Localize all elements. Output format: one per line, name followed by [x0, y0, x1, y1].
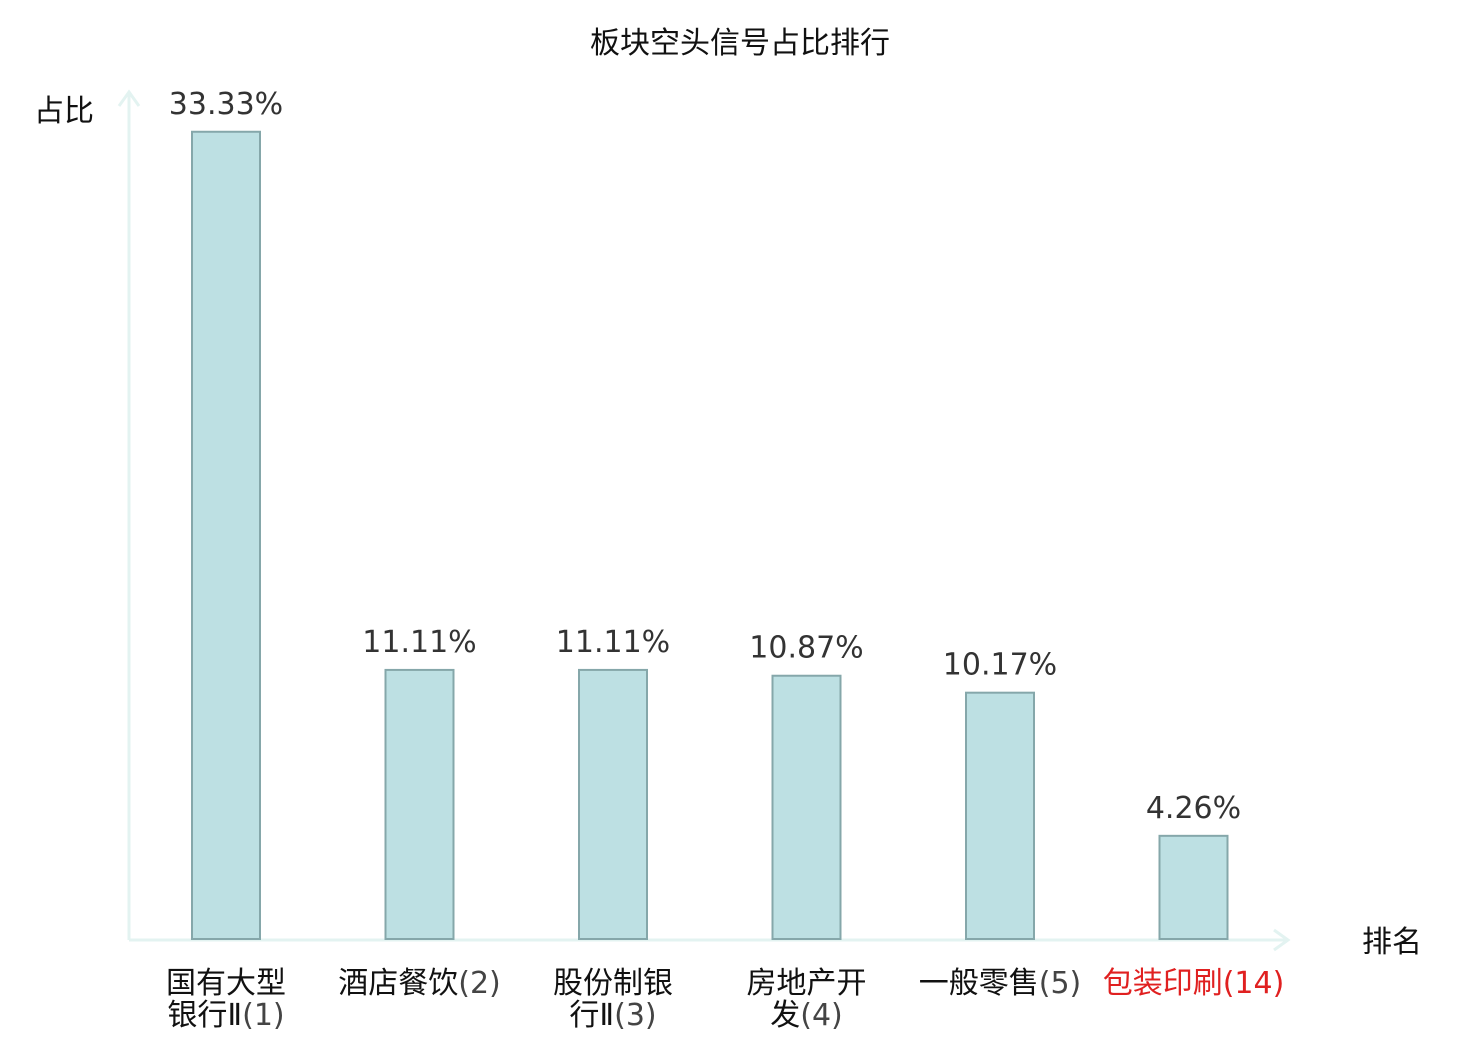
category-label: 发(4) [770, 998, 843, 1033]
category-name: 银行Ⅱ [167, 998, 242, 1033]
category-name: 股份制银 [553, 966, 673, 1001]
y-axis-arrow [117, 89, 141, 107]
bar [578, 668, 648, 941]
category-rank: (3) [614, 998, 657, 1033]
category-rank: (5) [1039, 966, 1082, 1001]
x-axis-label: 排名 [1362, 925, 1422, 960]
category-label: 房地产开 [747, 966, 867, 1001]
category-name: 发 [770, 998, 800, 1033]
bar-group [191, 130, 1229, 941]
bar [1158, 834, 1229, 940]
category-name: 房地产开 [747, 966, 867, 1001]
category-name: 国有大型 [166, 966, 286, 1001]
category-rank: (4) [800, 998, 843, 1033]
category-label: 包装印刷(14) [1103, 966, 1285, 1001]
category-label: 银行Ⅱ(1) [167, 998, 284, 1033]
category-label: 酒店餐饮(2) [338, 966, 501, 1001]
category-label: 股份制银 [553, 966, 673, 1001]
category-rank: (2) [458, 966, 501, 1001]
category-name: 酒店餐饮 [338, 966, 458, 1001]
value-label: 4.26% [1146, 791, 1241, 826]
chart-title: 板块空头信号占比排行 [590, 26, 890, 61]
category-rank: (14) [1223, 966, 1285, 1001]
category-name: 行Ⅱ [569, 998, 614, 1033]
category-label: 一般零售(5) [919, 966, 1082, 1001]
value-label: 11.11% [362, 625, 476, 660]
category-name: 一般零售 [919, 966, 1039, 1001]
bar [965, 691, 1035, 941]
bar [384, 668, 455, 941]
category-name: 包装印刷 [1103, 966, 1223, 1001]
bar [771, 674, 842, 940]
category-label: 行Ⅱ(3) [569, 998, 656, 1033]
chart-axes [117, 89, 1291, 952]
value-label: 10.87% [749, 631, 863, 666]
category-rank: (1) [242, 998, 285, 1033]
value-label: 11.11% [556, 625, 670, 660]
value-label-group: 33.33% 11.11% 11.11% 10.87% 10.17% 4.26% [169, 87, 1241, 826]
category-label: 国有大型 [166, 966, 286, 1001]
x-axis-arrow [1273, 928, 1291, 952]
value-label: 10.17% [943, 648, 1057, 683]
value-label: 33.33% [169, 87, 283, 122]
bar [191, 130, 261, 940]
y-axis-label: 占比 [34, 94, 94, 129]
